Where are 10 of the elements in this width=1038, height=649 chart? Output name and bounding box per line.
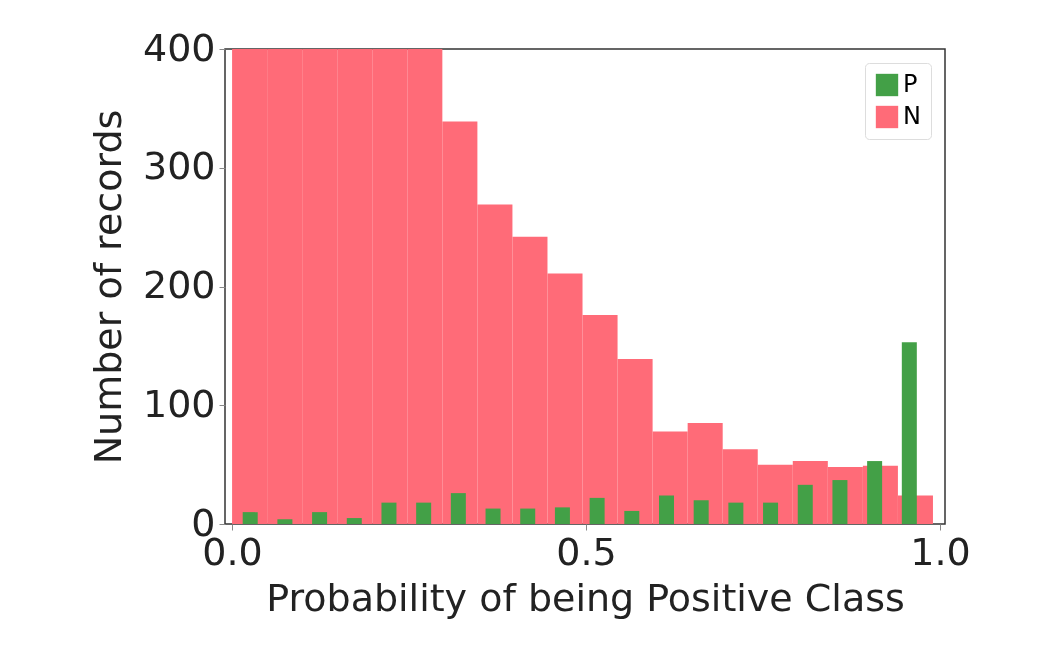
y-tick-label: 400 xyxy=(142,25,216,70)
y-tick-label: 200 xyxy=(142,263,216,307)
x-tick-label: 0.5 xyxy=(556,529,617,574)
x-tick-label: 1.0 xyxy=(910,529,971,574)
y-axis-title: Number of records xyxy=(85,109,130,465)
legend-label: P xyxy=(903,70,918,98)
legend-label: N xyxy=(903,102,921,130)
x-axis-title: Probability of being Positive Class xyxy=(266,575,905,620)
y-tick-label: 300 xyxy=(142,144,216,189)
y-tick-label: 100 xyxy=(142,381,216,426)
